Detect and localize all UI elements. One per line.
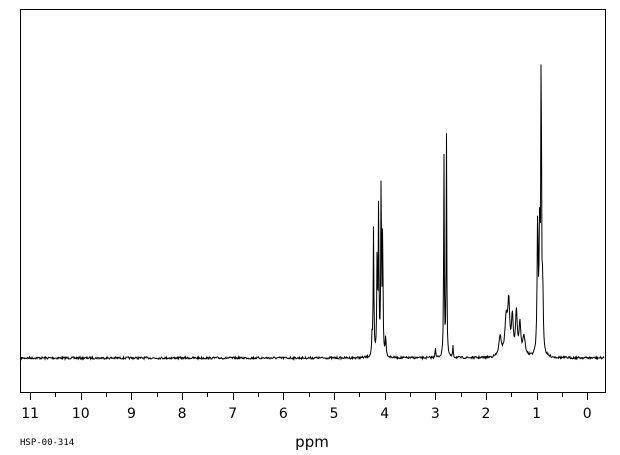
spectrum-line	[20, 64, 605, 362]
x-tick-label: 10	[72, 406, 90, 422]
x-tick-label: 9	[127, 406, 136, 422]
x-tick-label: 2	[482, 406, 491, 422]
x-axis-ticks	[30, 392, 588, 400]
x-axis-label: ppm	[295, 433, 329, 451]
x-tick-label: 6	[279, 406, 288, 422]
x-tick-label: 11	[21, 406, 39, 422]
x-tick-label: 0	[583, 406, 592, 422]
x-tick-label: 3	[431, 406, 440, 422]
x-axis-tick-labels: 11 10 9 8 7 6 5 4 3 2 1 0	[21, 406, 592, 422]
x-tick-label: 4	[380, 406, 389, 422]
x-tick-label: 7	[228, 406, 237, 422]
x-tick-label: 1	[532, 406, 541, 422]
footer-code: HSP-00-314	[20, 438, 74, 448]
x-tick-label: 5	[330, 406, 339, 422]
x-tick-label: 8	[178, 406, 187, 422]
